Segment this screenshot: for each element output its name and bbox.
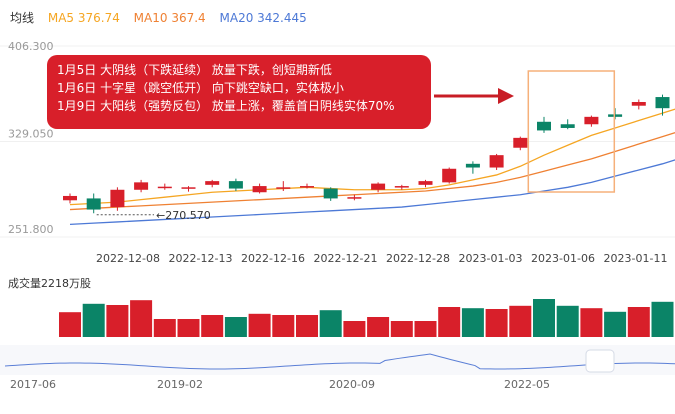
candle-body	[465, 163, 480, 168]
volume-bar	[414, 321, 437, 337]
volume-bar	[319, 310, 342, 337]
overview-range-handle	[585, 349, 615, 373]
ma10-line	[69, 132, 675, 211]
candle-body	[560, 124, 575, 128]
volume-bar	[296, 315, 318, 337]
legend-ma10: MA10 367.4	[133, 11, 206, 25]
candle-body	[513, 137, 528, 148]
volume-bar	[343, 321, 366, 337]
candle-body	[418, 181, 433, 185]
candle-body	[323, 188, 338, 199]
candle-body	[394, 186, 409, 188]
legend-title: 均线	[10, 11, 35, 25]
volume-bar	[177, 319, 200, 337]
volume-bar	[248, 313, 271, 337]
candle-body	[631, 102, 646, 106]
candle-body	[608, 114, 623, 117]
overview-tick-label: 2017-06	[10, 378, 56, 391]
annotation-box: 1月5日 大阴线（下跌延续） 放量下跌，创短期新低 1月6日 十字星（跳空低开）…	[47, 55, 431, 129]
annotation-line-3: 1月9日 大阳线（强势反包） 放量上涨，覆盖首日阴线实体70%	[57, 99, 395, 113]
volume-bar	[627, 307, 650, 337]
y-tick-label: 329.050	[8, 128, 54, 141]
overview-line	[4, 353, 675, 370]
overview-tick-label: 2022-05	[504, 378, 550, 391]
volume-bar	[556, 305, 579, 337]
candle-body	[252, 186, 267, 193]
candle-body	[134, 182, 149, 190]
candle-body	[181, 187, 196, 189]
candle-body	[371, 183, 386, 190]
arrow-head	[498, 88, 514, 104]
highlight-box	[527, 70, 616, 193]
candle-body	[442, 168, 457, 183]
candle-body	[110, 189, 125, 208]
candle-body	[489, 155, 504, 168]
volume-bar	[461, 308, 484, 337]
legend-ma5: MA5 376.74	[47, 11, 120, 25]
volume-bar	[272, 315, 295, 337]
volume-label: 成交量2218万股	[8, 276, 91, 290]
candle-body	[63, 195, 77, 201]
candle-body	[228, 181, 243, 189]
x-tick-label: 2023-01-06	[531, 252, 595, 265]
x-tick-label: 2022-12-28	[386, 252, 450, 265]
volume-bar	[201, 315, 224, 337]
candle-body	[300, 186, 314, 188]
volume-bar	[224, 317, 247, 337]
candle-body	[537, 121, 551, 131]
candle-body	[655, 97, 670, 109]
x-tick-label: 2022-12-16	[241, 252, 305, 265]
annotation-line-1: 1月5日 大阴线（下跌延续） 放量下跌，创短期新低	[57, 63, 332, 77]
volume-bar	[106, 305, 129, 337]
legend-ma20: MA20 342.445	[219, 11, 307, 25]
candle-body	[86, 198, 101, 210]
volume-bar	[438, 307, 461, 337]
x-tick-label: 2022-12-21	[314, 252, 378, 265]
volume-bar	[130, 300, 153, 337]
y-tick-label: 406.300	[8, 40, 54, 53]
volume-bar	[580, 308, 603, 337]
x-tick-label: 2022-12-08	[96, 252, 160, 265]
candle-body	[276, 187, 291, 189]
y-tick-label: 251.800	[8, 223, 54, 236]
candle-body	[347, 197, 362, 199]
x-tick-label: 2023-01-03	[459, 252, 523, 265]
volume-bar	[604, 311, 627, 337]
x-tick-label: 2023-01-11	[604, 252, 668, 265]
volume-bar	[533, 299, 555, 337]
overview-tick-label: 2020-09	[329, 378, 375, 391]
volume-bar	[485, 309, 508, 337]
min-price-label: ←270.570	[156, 209, 211, 222]
volume-bar	[367, 317, 390, 337]
ma20-line	[69, 159, 675, 226]
volume-bar	[390, 321, 413, 337]
ma-legend: 均线 MA5 376.74 MA10 367.4 MA20 342.445	[10, 9, 317, 26]
volume-bar	[59, 312, 81, 337]
overview-strip	[0, 345, 675, 375]
volume-bar	[82, 303, 105, 337]
annotation-line-2: 1月6日 十字星（跳空低开） 向下跳空缺口，实体极小	[57, 81, 344, 95]
x-tick-label: 2022-12-13	[169, 252, 233, 265]
overview-tick-label: 2019-02	[157, 378, 203, 391]
volume-bar	[651, 301, 674, 337]
volume-bar	[509, 305, 532, 337]
candle-body	[584, 116, 599, 125]
volume-bar	[153, 319, 176, 337]
candle-body	[205, 181, 220, 185]
candle-body	[157, 186, 172, 189]
